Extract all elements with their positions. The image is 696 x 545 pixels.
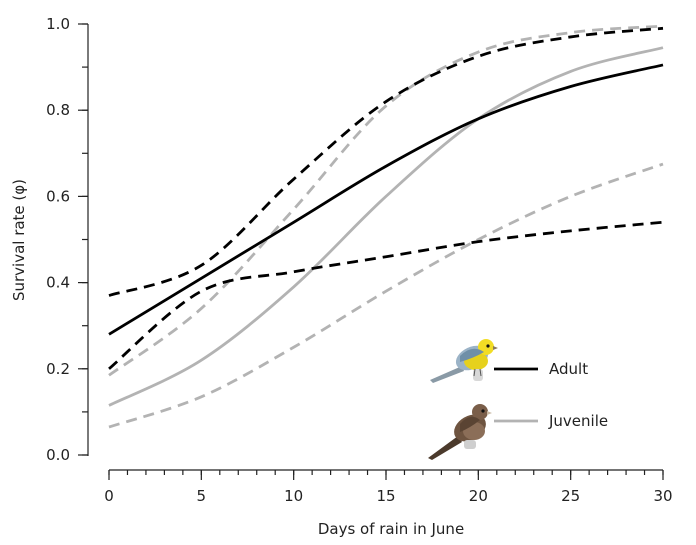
- juvenile-lower-ci-line: [108, 162, 664, 429]
- x-axis-label: Days of rain in June: [318, 520, 464, 538]
- legend: Adult Juvenile: [428, 339, 608, 460]
- adult-lower-ci-line: [108, 220, 664, 370]
- juvenile-legend-label: Juvenile: [548, 412, 608, 430]
- juvenile-estimate-line: [108, 46, 664, 407]
- y-tick-label: 0.2: [46, 360, 70, 378]
- y-axis-label: Survival rate (φ): [10, 179, 28, 301]
- y-ticks: 0.0 0.2 0.4 0.6 0.8 1.0: [46, 15, 88, 464]
- y-tick-label: 0.4: [46, 274, 70, 292]
- y-tick-label: 0.6: [46, 187, 70, 205]
- juvenile-upper-ci-line: [108, 24, 664, 377]
- adult-upper-ci-line: [108, 26, 664, 297]
- x-tick-label: 10: [284, 487, 303, 505]
- adult-estimate-line: [108, 63, 664, 336]
- adult-bird-icon: [430, 339, 498, 383]
- juvenile-bird-icon: [428, 404, 492, 460]
- x-ticks: 0 5 10 15 20 25 30: [104, 470, 673, 505]
- x-tick-label: 25: [561, 487, 580, 505]
- x-tick-label: 5: [197, 487, 207, 505]
- y-tick-label: 0.8: [46, 101, 70, 119]
- x-tick-label: 20: [469, 487, 488, 505]
- x-tick-label: 0: [104, 487, 114, 505]
- axes: 0.0 0.2 0.4 0.6 0.8 1.0 0 5 10 15 20 25 30: [46, 15, 672, 505]
- adult-legend-label: Adult: [549, 360, 588, 378]
- x-tick-label: 30: [653, 487, 672, 505]
- y-tick-label: 1.0: [46, 15, 70, 33]
- x-tick-label: 15: [376, 487, 395, 505]
- series-layer: [108, 24, 664, 429]
- y-tick-label: 0.0: [46, 446, 70, 464]
